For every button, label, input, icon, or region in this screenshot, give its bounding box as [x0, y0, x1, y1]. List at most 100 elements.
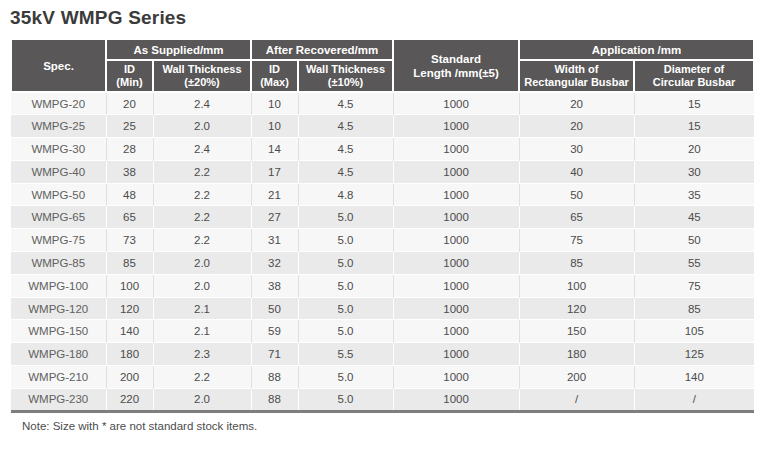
- value-cell: 4.8: [298, 183, 393, 206]
- page: 35kV WMPG Series Spec. As Supplied/mm Af…: [0, 0, 766, 459]
- value-cell: 2.2: [153, 183, 251, 206]
- col-header-width-rectangular-busbar: Width of Rectangular Busbar: [519, 60, 634, 92]
- value-cell: 2.2: [153, 229, 251, 252]
- value-cell: 20: [519, 115, 634, 138]
- value-cell: 50: [634, 229, 754, 252]
- spec-cell: WMPG-100: [11, 274, 106, 297]
- value-cell: 88: [251, 388, 298, 411]
- spec-cell: WMPG-150: [11, 320, 106, 343]
- col-group-application: Application /mm: [519, 39, 754, 60]
- value-cell: 75: [519, 229, 634, 252]
- table-row: WMPG-75732.2315.010007550: [11, 229, 754, 252]
- value-cell: 5.0: [298, 274, 393, 297]
- value-cell: 125: [634, 343, 754, 366]
- table-row: WMPG-50482.2214.810005035: [11, 183, 754, 206]
- table-row: WMPG-20202.4104.510002015: [11, 92, 754, 115]
- value-cell: 105: [634, 320, 754, 343]
- value-cell: 85: [634, 297, 754, 320]
- spec-cell: WMPG-210: [11, 366, 106, 389]
- value-cell: 1000: [393, 138, 519, 161]
- table-row: WMPG-1201202.1505.0100012085: [11, 297, 754, 320]
- value-cell: 200: [106, 366, 153, 389]
- value-cell: 48: [106, 183, 153, 206]
- spec-cell: WMPG-30: [11, 138, 106, 161]
- col-header-spec: Spec.: [11, 39, 106, 92]
- value-cell: 1000: [393, 115, 519, 138]
- value-cell: 20: [519, 92, 634, 115]
- value-cell: 1000: [393, 297, 519, 320]
- col-header-diameter-circular-busbar: Diameter of Circular Busbar: [634, 60, 754, 92]
- value-cell: 5.5: [298, 343, 393, 366]
- value-cell: 180: [519, 343, 634, 366]
- value-cell: 50: [519, 183, 634, 206]
- value-cell: 85: [519, 252, 634, 275]
- value-cell: 2.0: [153, 115, 251, 138]
- value-cell: 2.1: [153, 297, 251, 320]
- value-cell: 71: [251, 343, 298, 366]
- value-cell: 21: [251, 183, 298, 206]
- value-cell: 100: [106, 274, 153, 297]
- col-header-standard-length: Standard Length /mm(±5): [393, 39, 519, 92]
- value-cell: 5.0: [298, 252, 393, 275]
- value-cell: 4.5: [298, 92, 393, 115]
- value-cell: 140: [106, 320, 153, 343]
- value-cell: 1000: [393, 252, 519, 275]
- value-cell: 1000: [393, 388, 519, 411]
- value-cell: 220: [106, 388, 153, 411]
- col-header-id-max: ID (Max): [251, 60, 298, 92]
- value-cell: 120: [106, 297, 153, 320]
- value-cell: 14: [251, 138, 298, 161]
- value-cell: 28: [106, 138, 153, 161]
- col-group-as-supplied: As Supplied/mm: [106, 39, 251, 60]
- col-header-wall-thickness-10: Wall Thickness (±10%): [298, 60, 393, 92]
- spec-cell: WMPG-25: [11, 115, 106, 138]
- value-cell: 65: [519, 206, 634, 229]
- table-row: WMPG-25252.0104.510002015: [11, 115, 754, 138]
- value-cell: 15: [634, 115, 754, 138]
- value-cell: 45: [634, 206, 754, 229]
- value-cell: 4.5: [298, 115, 393, 138]
- header-group-row: Spec. As Supplied/mm After Recovered/mm …: [11, 39, 754, 60]
- value-cell: 65: [106, 206, 153, 229]
- value-cell: 17: [251, 160, 298, 183]
- spec-cell: WMPG-75: [11, 229, 106, 252]
- value-cell: 88: [251, 366, 298, 389]
- value-cell: /: [519, 388, 634, 411]
- value-cell: 1000: [393, 320, 519, 343]
- value-cell: 85: [106, 252, 153, 275]
- value-cell: 2.0: [153, 274, 251, 297]
- spec-cell: WMPG-20: [11, 92, 106, 115]
- value-cell: 5.0: [298, 297, 393, 320]
- table-row: WMPG-1801802.3715.51000180125: [11, 343, 754, 366]
- table-row: WMPG-1501402.1595.01000150105: [11, 320, 754, 343]
- table-row: WMPG-2102002.2885.01000200140: [11, 366, 754, 389]
- value-cell: 27: [251, 206, 298, 229]
- spec-cell: WMPG-230: [11, 388, 106, 411]
- value-cell: 120: [519, 297, 634, 320]
- value-cell: 35: [634, 183, 754, 206]
- header-sub-row: ID (Min) Wall Thickness (±20%) ID (Max) …: [11, 60, 754, 92]
- value-cell: 140: [634, 366, 754, 389]
- table-row: WMPG-40382.2174.510004030: [11, 160, 754, 183]
- value-cell: 25: [106, 115, 153, 138]
- value-cell: 5.0: [298, 388, 393, 411]
- value-cell: 32: [251, 252, 298, 275]
- value-cell: 2.3: [153, 343, 251, 366]
- value-cell: 30: [634, 160, 754, 183]
- value-cell: 1000: [393, 343, 519, 366]
- value-cell: 1000: [393, 274, 519, 297]
- spec-cell: WMPG-40: [11, 160, 106, 183]
- value-cell: 20: [106, 92, 153, 115]
- page-title: 35kV WMPG Series: [10, 6, 756, 29]
- spec-cell: WMPG-180: [11, 343, 106, 366]
- value-cell: 4.5: [298, 160, 393, 183]
- value-cell: 1000: [393, 160, 519, 183]
- value-cell: 2.2: [153, 160, 251, 183]
- table-body: WMPG-20202.4104.510002015WMPG-25252.0104…: [11, 92, 754, 411]
- value-cell: 1000: [393, 183, 519, 206]
- spec-cell: WMPG-85: [11, 252, 106, 275]
- value-cell: 2.4: [153, 92, 251, 115]
- table-row: WMPG-1001002.0385.0100010075: [11, 274, 754, 297]
- value-cell: 150: [519, 320, 634, 343]
- value-cell: 75: [634, 274, 754, 297]
